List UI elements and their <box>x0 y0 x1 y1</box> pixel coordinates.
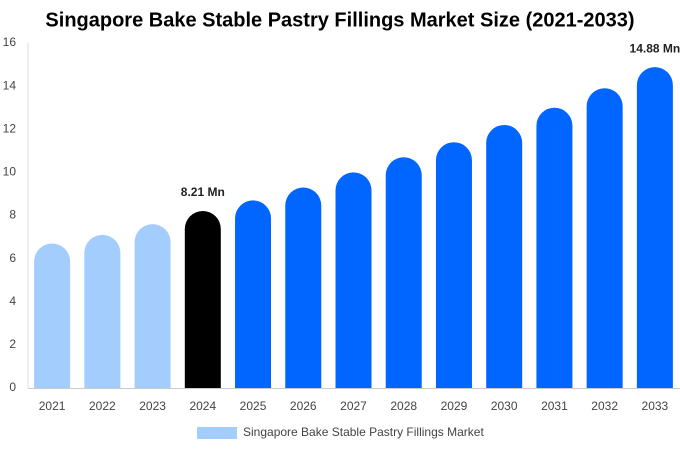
bar <box>235 200 272 388</box>
bar <box>84 234 121 388</box>
bar <box>636 67 673 389</box>
y-tick-label: 4 <box>9 294 16 308</box>
bar <box>335 172 372 388</box>
x-tick-label: 2021 <box>39 399 66 413</box>
bar <box>435 142 472 388</box>
x-tick-label: 2033 <box>642 399 669 413</box>
x-tick-label: 2026 <box>290 399 317 413</box>
bar <box>385 157 422 388</box>
x-tick-label: 2030 <box>491 399 518 413</box>
bar <box>486 124 523 388</box>
y-tick-label: 14 <box>3 78 17 92</box>
x-tick-label: 2032 <box>591 399 618 413</box>
x-tick-label: 2028 <box>390 399 417 413</box>
x-tick-label: 2027 <box>340 399 367 413</box>
bar <box>586 88 623 388</box>
value-label: 14.88 Mn <box>630 41 680 55</box>
y-tick-label: 6 <box>9 251 16 265</box>
legend-label: Singapore Bake Stable Pastry Fillings Ma… <box>243 425 484 439</box>
legend-swatch <box>197 427 237 439</box>
value-label: 8.21 Mn <box>181 185 225 199</box>
bar <box>184 210 221 388</box>
bar <box>34 243 71 388</box>
bar <box>536 107 573 388</box>
y-tick-label: 10 <box>3 165 17 179</box>
y-tick-label: 2 <box>9 337 16 351</box>
x-tick-label: 2023 <box>139 399 166 413</box>
x-tick-label: 2022 <box>89 399 116 413</box>
x-tick-label: 2025 <box>240 399 267 413</box>
x-tick-label: 2031 <box>541 399 568 413</box>
y-tick-label: 16 <box>3 35 17 49</box>
x-tick-label: 2024 <box>189 399 216 413</box>
bar <box>285 187 322 388</box>
y-tick-label: 12 <box>3 121 17 135</box>
y-tick-label: 0 <box>9 380 16 394</box>
y-tick-label: 8 <box>9 208 16 222</box>
chart-title: Singapore Bake Stable Pastry Fillings Ma… <box>45 9 634 31</box>
bar <box>134 224 171 388</box>
x-tick-label: 2029 <box>441 399 468 413</box>
